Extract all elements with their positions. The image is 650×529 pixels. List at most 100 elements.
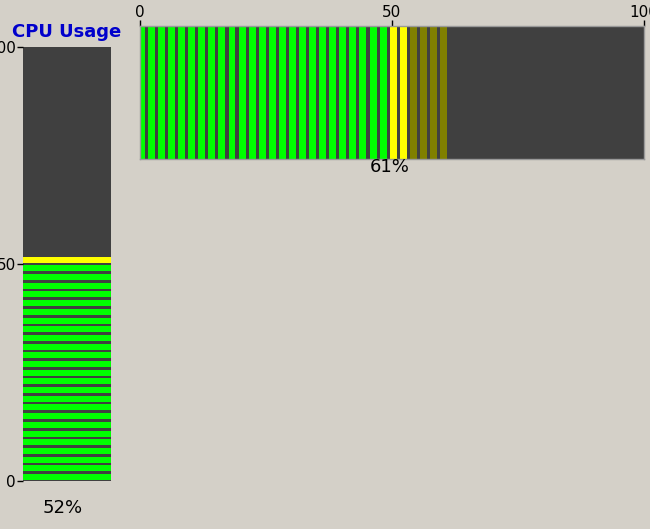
Bar <box>23 307 110 316</box>
Bar <box>23 238 110 247</box>
Bar <box>271 26 281 159</box>
Bar <box>23 431 110 436</box>
Bar <box>23 135 110 141</box>
Bar <box>23 222 110 228</box>
Bar <box>23 125 110 134</box>
Bar <box>23 231 110 236</box>
Bar <box>23 126 110 132</box>
Bar <box>442 26 452 159</box>
Bar <box>23 160 110 168</box>
Bar <box>249 26 255 159</box>
Bar <box>460 26 467 159</box>
Bar <box>372 26 382 159</box>
Bar <box>23 196 110 202</box>
Bar <box>23 90 110 99</box>
Bar <box>301 26 311 159</box>
Bar <box>23 273 110 281</box>
Bar <box>23 74 110 80</box>
Bar <box>190 26 200 159</box>
Bar <box>23 466 110 471</box>
Bar <box>23 291 110 297</box>
Bar <box>23 117 110 124</box>
Bar <box>23 457 110 463</box>
Bar <box>180 26 190 159</box>
Bar <box>23 257 110 263</box>
Bar <box>23 186 110 195</box>
Bar <box>23 334 110 342</box>
Bar <box>23 317 110 324</box>
Bar <box>218 26 226 159</box>
Bar <box>23 107 110 116</box>
Bar <box>23 203 110 212</box>
Bar <box>319 26 326 159</box>
Bar <box>491 26 497 159</box>
Bar <box>229 26 235 159</box>
Bar <box>571 26 578 159</box>
Bar <box>23 405 110 411</box>
Bar <box>23 142 110 151</box>
Bar <box>400 26 407 159</box>
Bar <box>23 170 110 176</box>
Bar <box>23 81 110 90</box>
Bar <box>430 26 437 159</box>
Bar <box>633 26 644 159</box>
Bar <box>220 26 230 159</box>
Bar <box>412 26 422 159</box>
Bar <box>361 26 372 159</box>
Bar <box>23 342 110 351</box>
Bar <box>148 26 155 159</box>
Bar <box>341 26 351 159</box>
Bar <box>23 64 110 73</box>
Bar <box>450 26 457 159</box>
Bar <box>269 26 276 159</box>
Bar <box>23 396 110 402</box>
Bar <box>351 26 361 159</box>
Bar <box>23 281 110 290</box>
Bar <box>240 26 251 159</box>
Bar <box>23 352 110 358</box>
Bar <box>581 26 588 159</box>
Bar <box>391 26 402 159</box>
Bar <box>23 290 110 299</box>
Bar <box>200 26 210 159</box>
Bar <box>462 26 472 159</box>
Bar <box>23 439 110 445</box>
Bar <box>23 205 110 211</box>
Bar <box>23 335 110 341</box>
Bar <box>502 26 512 159</box>
Bar <box>23 378 110 385</box>
Bar <box>23 151 110 160</box>
Bar <box>543 26 552 159</box>
Bar <box>603 26 614 159</box>
Bar <box>23 92 110 97</box>
Bar <box>551 26 558 159</box>
Bar <box>23 229 110 238</box>
Bar <box>170 26 180 159</box>
Bar <box>512 26 523 159</box>
Bar <box>239 26 246 159</box>
Bar <box>158 26 165 159</box>
Bar <box>472 26 482 159</box>
Bar <box>168 26 175 159</box>
Bar <box>23 412 110 421</box>
Bar <box>370 26 376 159</box>
Bar <box>259 26 266 159</box>
Bar <box>523 26 533 159</box>
Bar <box>23 473 110 481</box>
Bar <box>612 26 618 159</box>
Text: 52%: 52% <box>43 499 83 517</box>
Bar <box>23 212 110 221</box>
Bar <box>23 395 110 403</box>
Bar <box>332 26 341 159</box>
Bar <box>281 26 291 159</box>
Bar <box>160 26 170 159</box>
Bar <box>309 26 316 159</box>
Bar <box>23 283 110 289</box>
Bar <box>532 26 543 159</box>
Bar <box>531 26 538 159</box>
Bar <box>422 26 432 159</box>
Bar <box>23 446 110 455</box>
Bar <box>339 26 346 159</box>
Bar <box>350 26 356 159</box>
Bar <box>420 26 427 159</box>
